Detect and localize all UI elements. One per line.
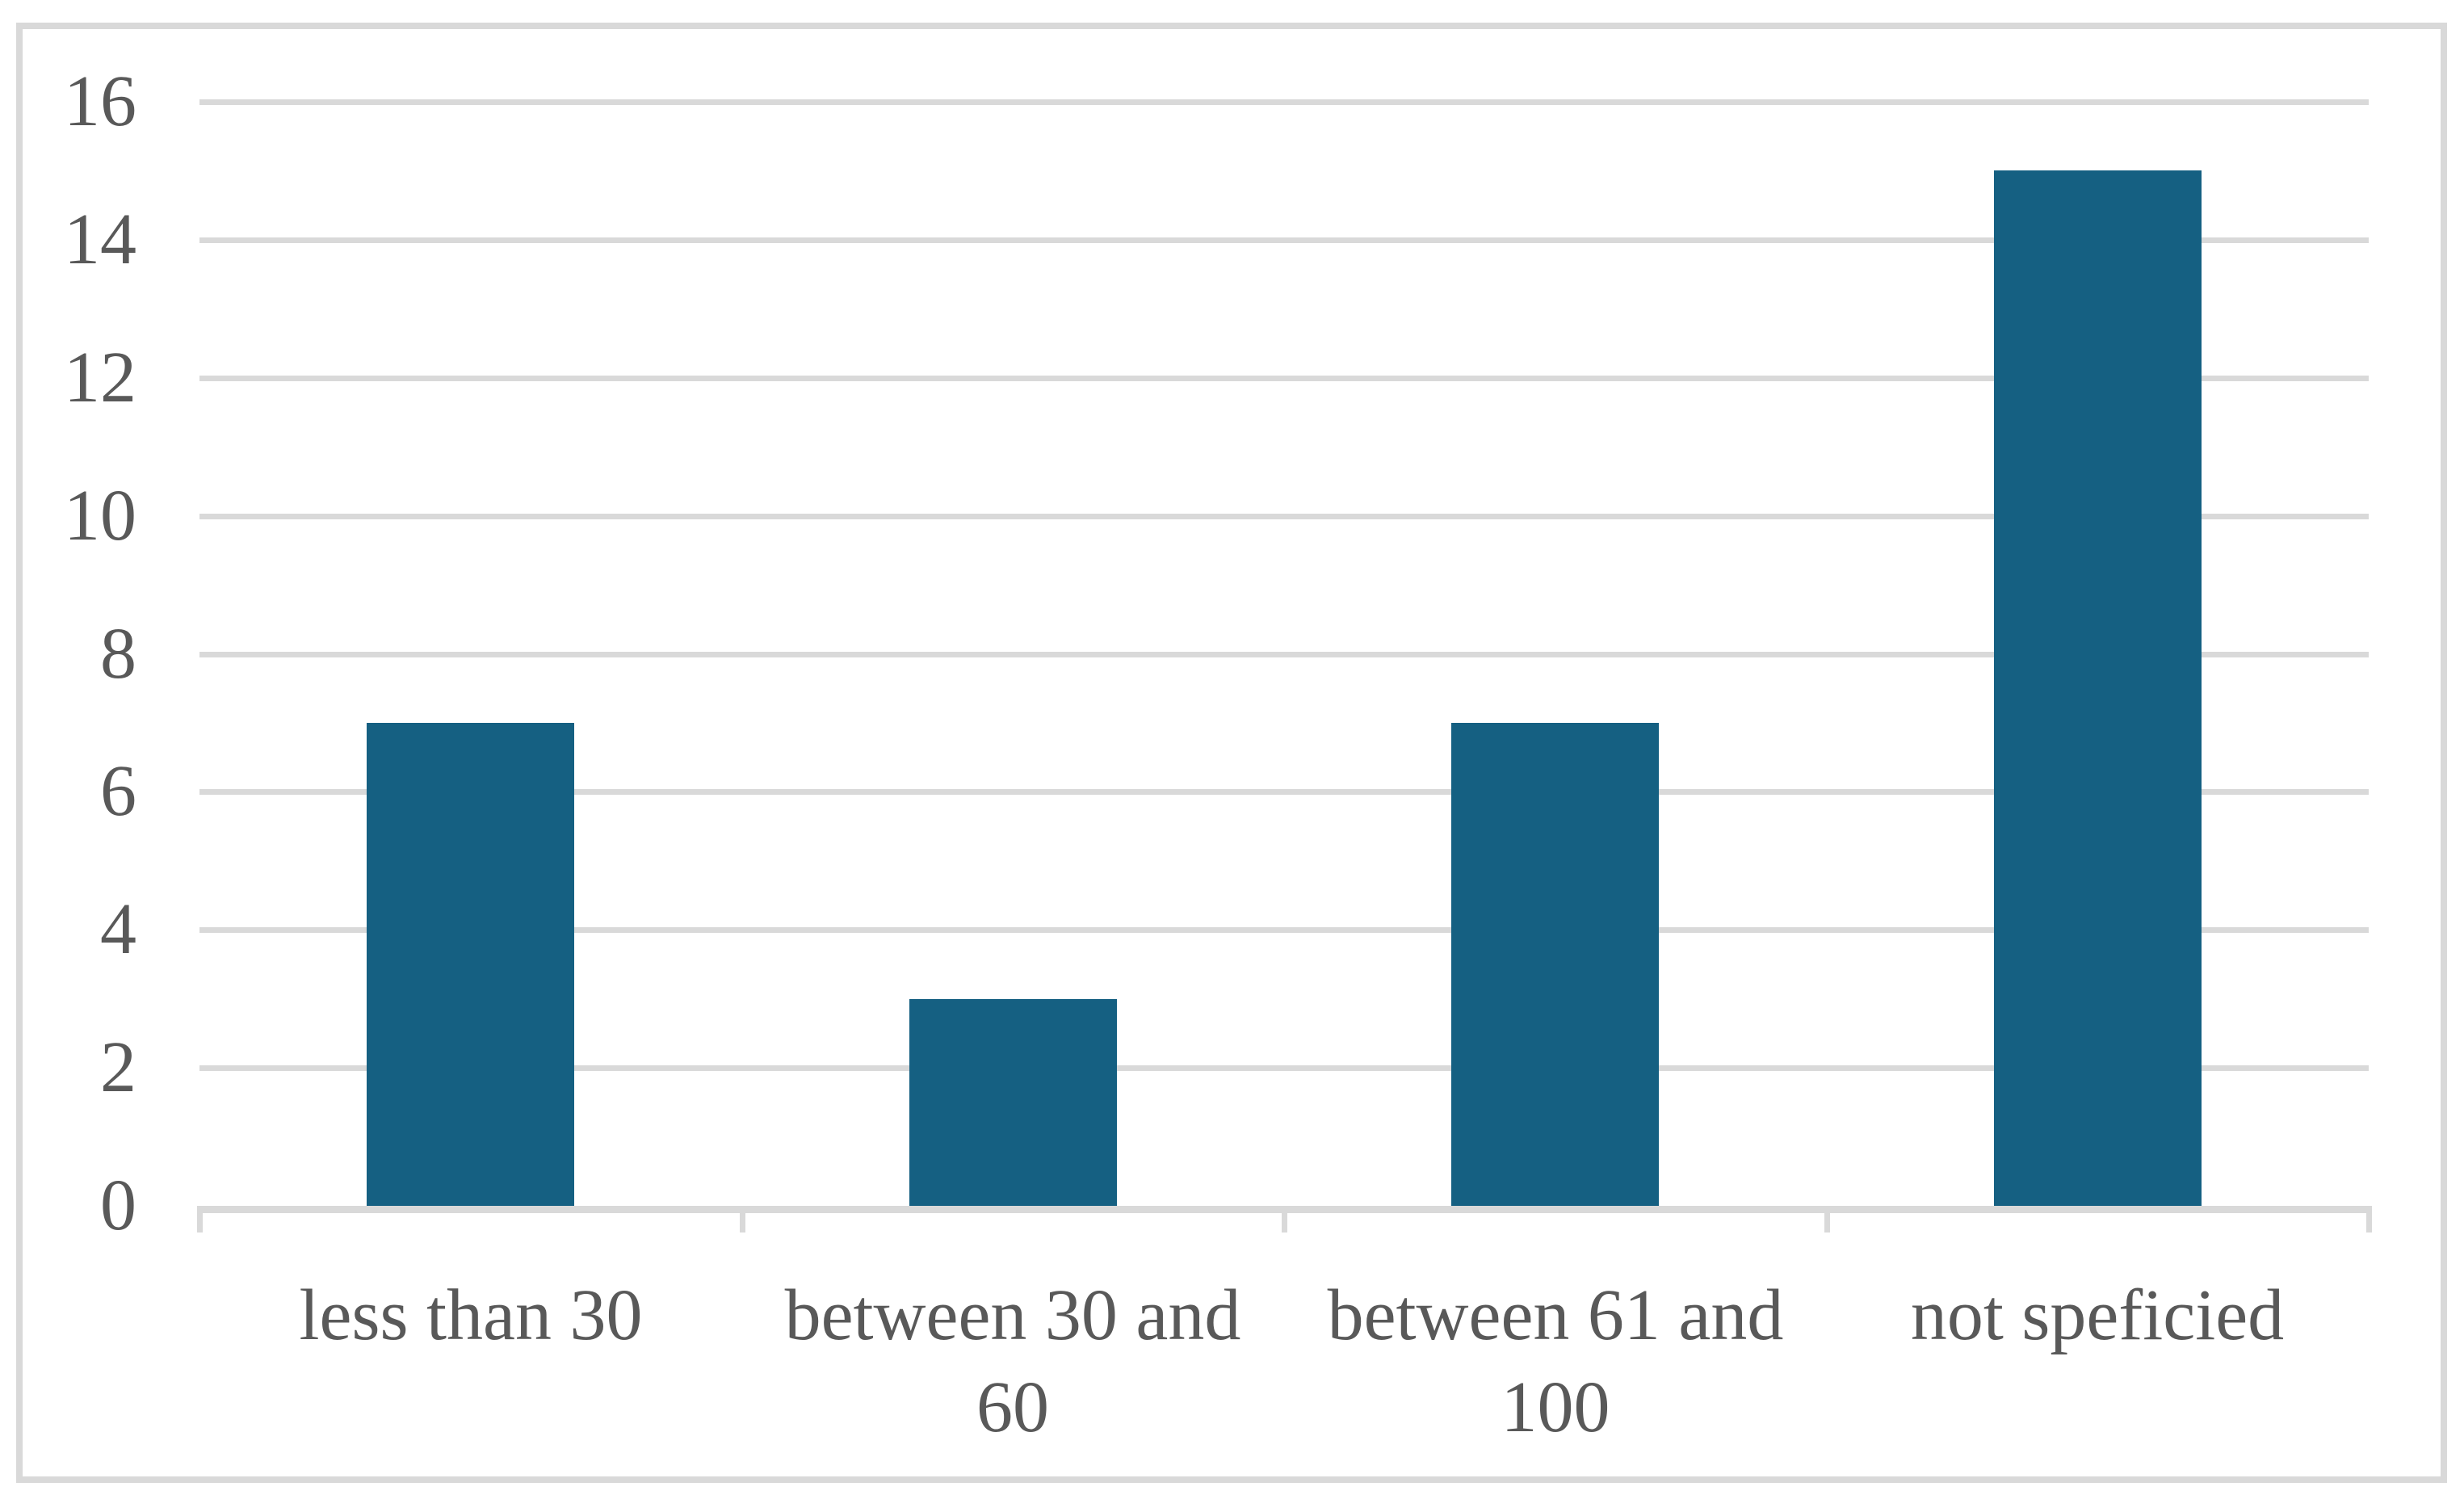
gridline-y-12 — [199, 376, 2369, 381]
bar-less-than-30 — [367, 723, 574, 1206]
bar-between-61-and-100 — [1451, 723, 1659, 1206]
x-axis-tick-mark — [740, 1206, 745, 1233]
y-axis-tick-label-8: 8 — [100, 614, 136, 694]
x-axis-category-label: not speficied — [1910, 1275, 2285, 1355]
gridline-y-6 — [199, 789, 2369, 795]
y-axis-tick-label-12: 12 — [64, 338, 136, 418]
y-axis-tick-label-14: 14 — [64, 199, 136, 279]
x-axis-tick-mark — [1282, 1206, 1287, 1233]
x-axis-category-label: between 30 and 60 — [784, 1275, 1241, 1447]
gridline-y-8 — [199, 652, 2369, 657]
x-axis-tick-mark — [1824, 1206, 1830, 1233]
x-axis-tick-mark — [197, 1206, 203, 1233]
y-axis-tick-label-6: 6 — [100, 751, 136, 831]
x-axis-category-label: between 61 and 100 — [1327, 1275, 1784, 1447]
y-axis-tick-label-0: 0 — [100, 1165, 136, 1245]
gridline-y-14 — [199, 237, 2369, 243]
chart-frame: 0 2 4 6 8 10 12 14 16 less than 30 between 30 and… — [16, 23, 2447, 1483]
bar-not-speficied — [1994, 170, 2202, 1206]
bar-between-30-and-60 — [909, 999, 1117, 1206]
y-axis-tick-label-16: 16 — [64, 61, 136, 141]
gridline-y-16 — [199, 99, 2369, 105]
x-axis-tick-mark — [2366, 1206, 2372, 1233]
gridline-y-2 — [199, 1065, 2369, 1071]
y-axis-tick-label-4: 4 — [100, 889, 136, 969]
x-axis-category-label: less than 30 — [299, 1275, 643, 1355]
gridline-y-4 — [199, 927, 2369, 933]
y-axis-tick-label-2: 2 — [100, 1027, 136, 1107]
gridline-y-10 — [199, 514, 2369, 519]
y-axis-tick-label-10: 10 — [64, 476, 136, 556]
